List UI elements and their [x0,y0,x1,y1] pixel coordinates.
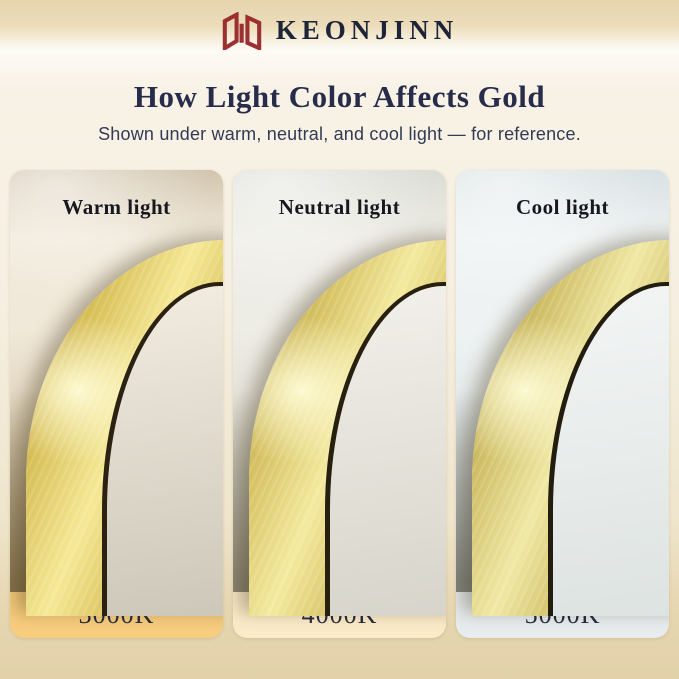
hero-section: How Light Color Affects Gold Shown under… [0,79,679,145]
panel-cool-light: Cool light 5000K [456,170,669,638]
page-title: How Light Color Affects Gold [133,79,546,114]
panel-warm-light: Warm light 3000K [10,170,223,638]
keonjinn-logo-icon [222,11,261,50]
panel-label-cool: Cool light [515,195,610,219]
logo-row: KEONJINN [0,0,679,52]
brand-name: KEONJINN [275,15,459,45]
panel-label-neutral: Neutral light [278,195,401,219]
panel-label-warm: Warm light [62,195,171,219]
mirror-photo-cool: Cool light [456,170,669,616]
light-comparison-panels: Warm light 3000K Neutral light 4000K Coo… [10,170,669,638]
panel-neutral-light: Neutral light 4000K [233,170,446,638]
mirror-photo-warm: Warm light [10,170,223,616]
page-subtitle: Shown under warm, neutral, and cool ligh… [98,124,581,144]
mirror-photo-neutral: Neutral light [233,170,446,616]
brand-header: KEONJINN [0,0,679,52]
